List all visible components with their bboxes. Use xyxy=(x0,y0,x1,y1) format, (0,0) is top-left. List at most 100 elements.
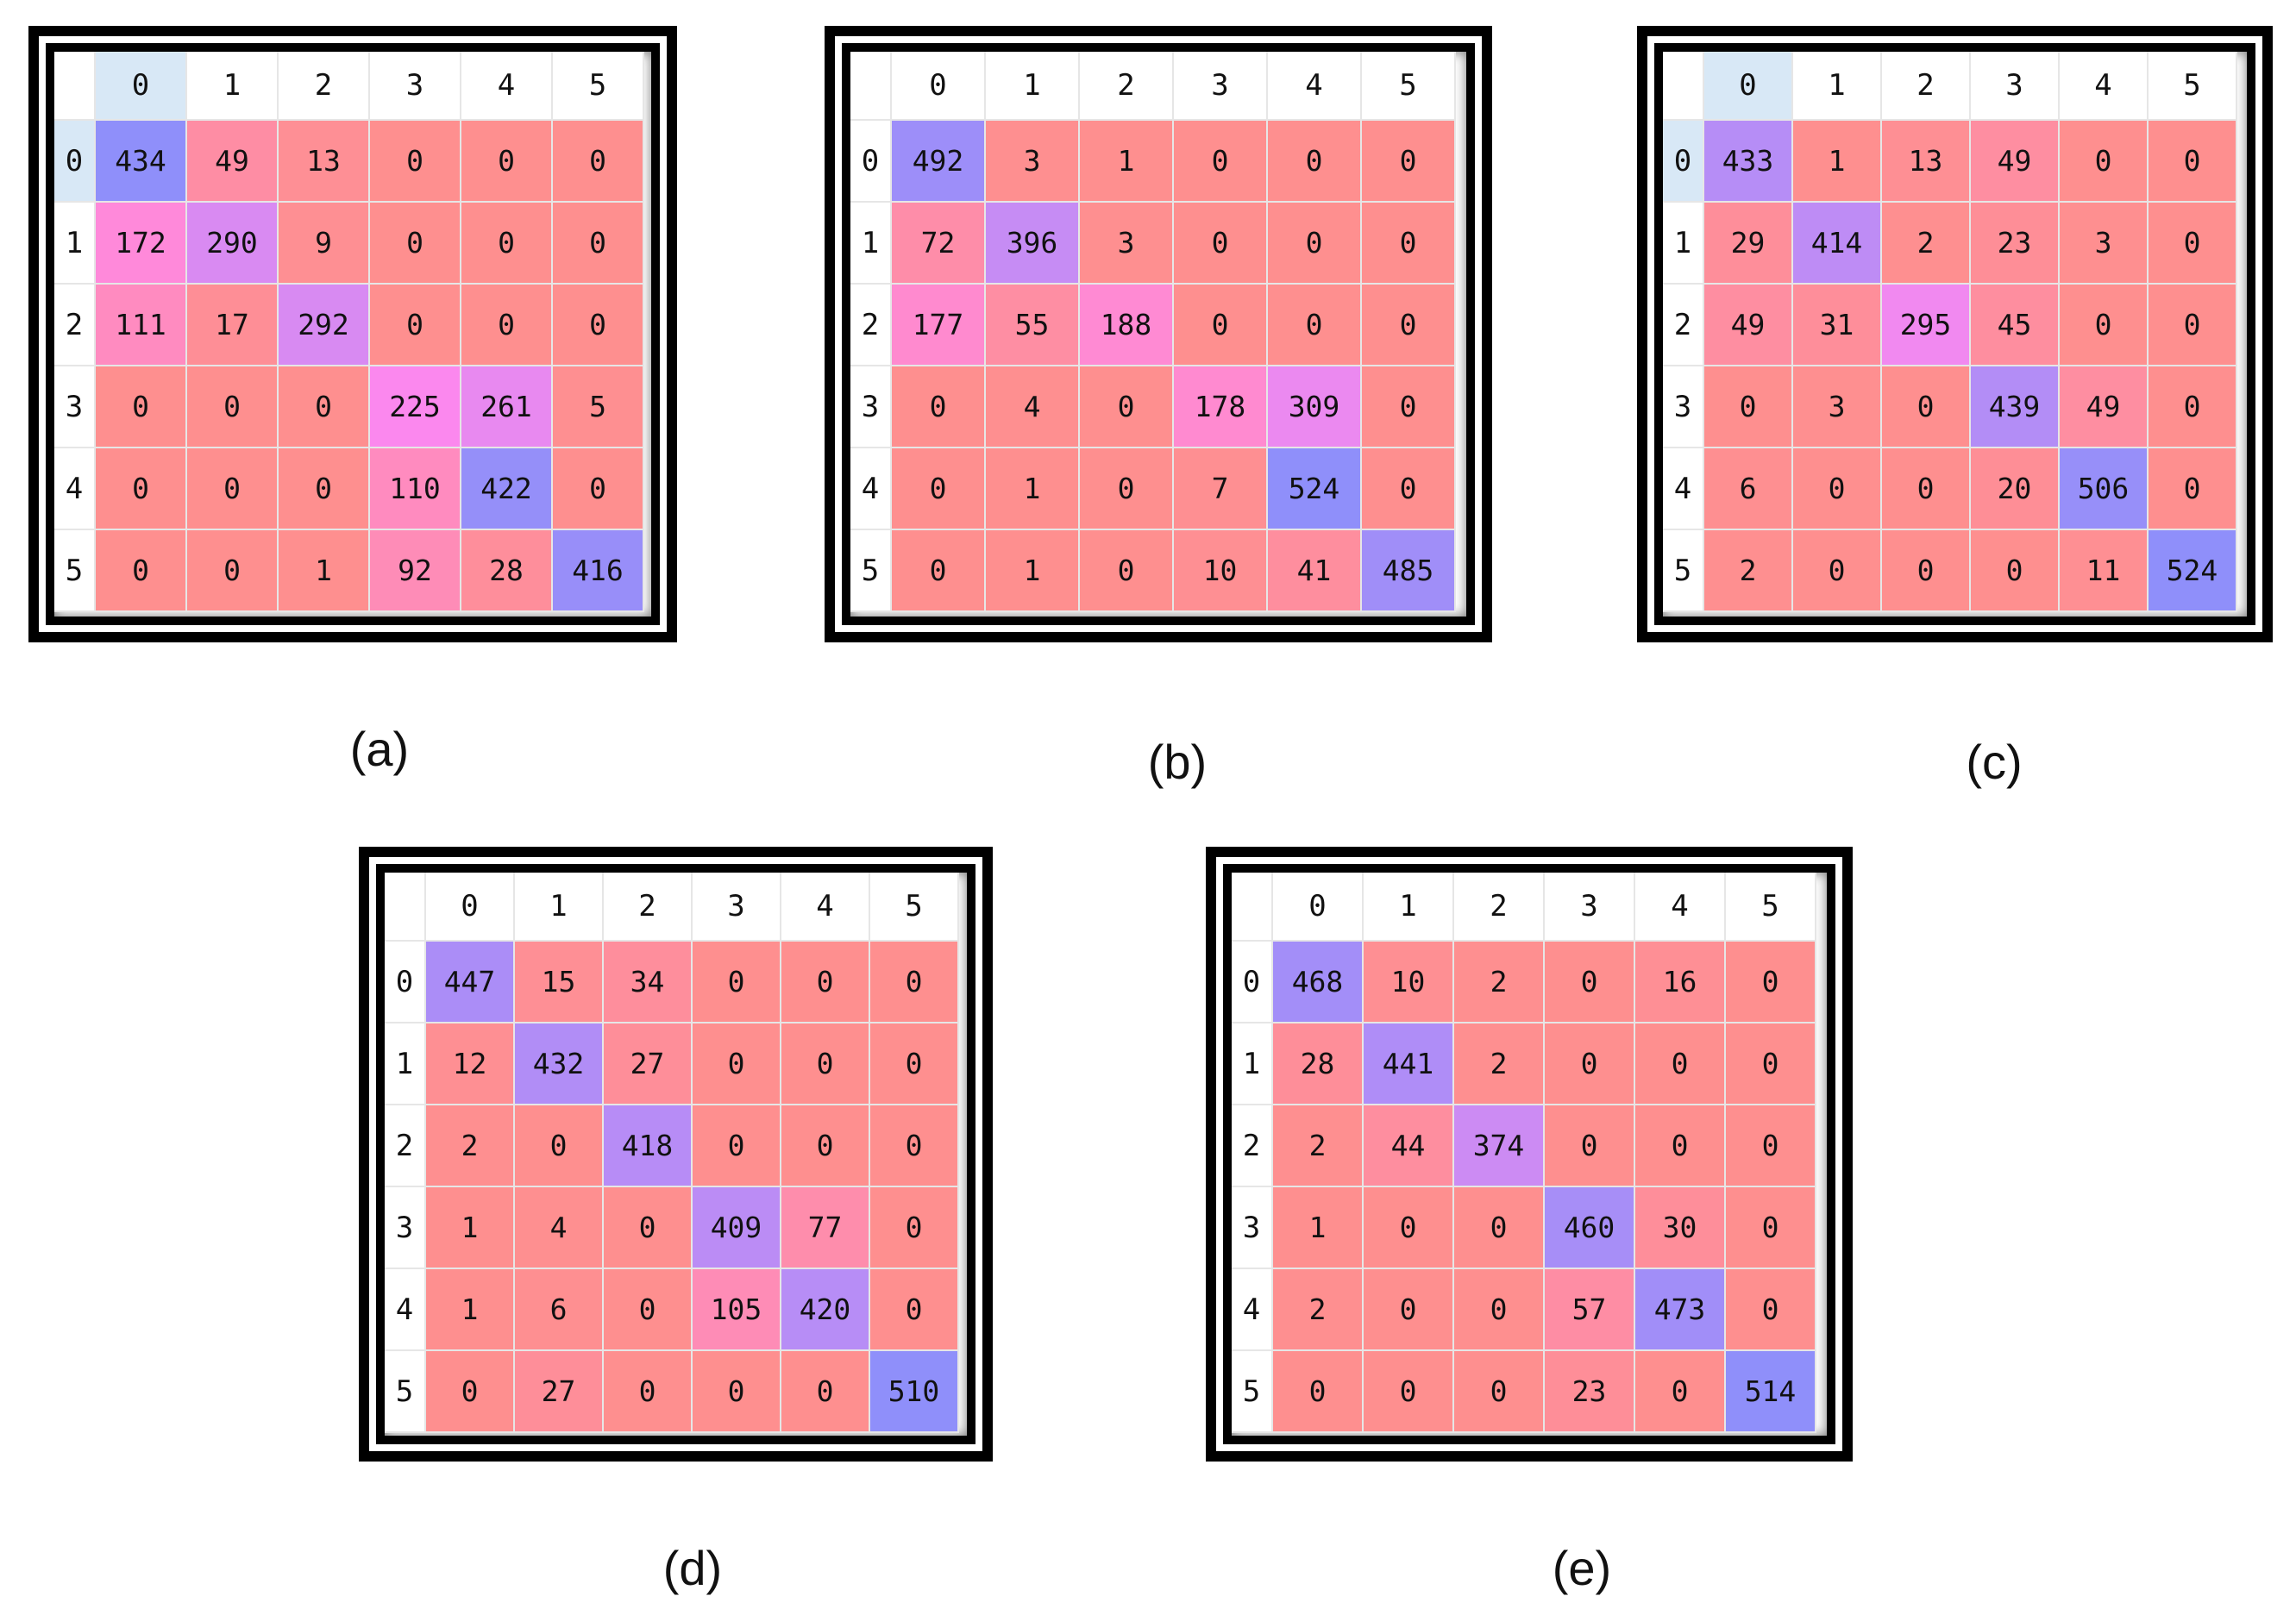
matrix-cell[interactable]: 0 xyxy=(1173,284,1268,366)
row-header-5[interactable]: 5 xyxy=(54,529,96,612)
matrix-cell[interactable]: 0 xyxy=(2148,366,2237,448)
matrix-cell[interactable]: 30 xyxy=(1634,1186,1726,1269)
column-header-2[interactable]: 2 xyxy=(278,52,370,121)
matrix-cell[interactable]: 0 xyxy=(1792,529,1882,612)
matrix-cell[interactable]: 0 xyxy=(552,284,644,366)
matrix-cell[interactable]: 0 xyxy=(1725,941,1816,1023)
matrix-cell[interactable]: 374 xyxy=(1453,1105,1545,1187)
matrix-cell[interactable]: 524 xyxy=(1267,448,1362,530)
matrix-cell[interactable]: 2 xyxy=(1453,1023,1545,1105)
matrix-cell[interactable]: 10 xyxy=(1363,941,1454,1023)
matrix-cell[interactable]: 468 xyxy=(1272,941,1364,1023)
matrix-cell[interactable]: 41 xyxy=(1267,529,1362,612)
matrix-cell[interactable]: 34 xyxy=(603,941,693,1023)
matrix-cell[interactable]: 29 xyxy=(1703,202,1793,285)
matrix-cell[interactable]: 0 xyxy=(1363,1268,1454,1351)
row-header-4[interactable]: 4 xyxy=(850,448,892,530)
row-header-0[interactable]: 0 xyxy=(1232,941,1273,1023)
matrix-cell[interactable]: 2 xyxy=(1881,202,1971,285)
matrix-cell[interactable]: 105 xyxy=(692,1268,781,1351)
matrix-cell[interactable]: 4 xyxy=(985,366,1080,448)
row-header-1[interactable]: 1 xyxy=(385,1023,426,1105)
matrix-cell[interactable]: 0 xyxy=(1079,448,1174,530)
matrix-cell[interactable]: 0 xyxy=(1453,1350,1545,1433)
matrix-cell[interactable]: 290 xyxy=(186,202,279,285)
matrix-cell[interactable]: 110 xyxy=(369,448,461,530)
matrix-cell[interactable]: 0 xyxy=(2148,284,2237,366)
matrix-cell[interactable]: 0 xyxy=(1267,120,1362,203)
matrix-cell[interactable]: 0 xyxy=(603,1350,693,1433)
matrix-cell[interactable]: 292 xyxy=(278,284,370,366)
row-header-5[interactable]: 5 xyxy=(1663,529,1704,612)
matrix-cell[interactable]: 0 xyxy=(2059,284,2149,366)
matrix-cell[interactable]: 0 xyxy=(692,1350,781,1433)
row-header-3[interactable]: 3 xyxy=(54,366,96,448)
matrix-cell[interactable]: 0 xyxy=(552,448,644,530)
matrix-cell[interactable]: 416 xyxy=(552,529,644,612)
matrix-cell[interactable]: 460 xyxy=(1544,1186,1635,1269)
matrix-cell[interactable]: 0 xyxy=(869,1023,959,1105)
matrix-cell[interactable]: 0 xyxy=(425,1350,515,1433)
column-header-2[interactable]: 2 xyxy=(1453,873,1545,942)
row-header-3[interactable]: 3 xyxy=(1663,366,1704,448)
matrix-cell[interactable]: 0 xyxy=(95,366,187,448)
matrix-cell[interactable]: 0 xyxy=(1725,1268,1816,1351)
matrix-cell[interactable]: 0 xyxy=(781,1105,870,1187)
matrix-cell[interactable]: 506 xyxy=(2059,448,2149,530)
matrix-cell[interactable]: 3 xyxy=(1079,202,1174,285)
matrix-cell[interactable]: 4 xyxy=(514,1186,604,1269)
row-header-4[interactable]: 4 xyxy=(1663,448,1704,530)
matrix-cell[interactable]: 0 xyxy=(869,1268,959,1351)
matrix-cell[interactable]: 188 xyxy=(1079,284,1174,366)
matrix-cell[interactable]: 0 xyxy=(603,1268,693,1351)
matrix-cell[interactable]: 0 xyxy=(514,1105,604,1187)
matrix-cell[interactable]: 0 xyxy=(278,448,370,530)
matrix-cell[interactable]: 7 xyxy=(1173,448,1268,530)
matrix-cell[interactable]: 473 xyxy=(1634,1268,1726,1351)
column-header-0[interactable]: 0 xyxy=(95,52,187,121)
matrix-cell[interactable]: 433 xyxy=(1703,120,1793,203)
matrix-cell[interactable]: 3 xyxy=(2059,202,2149,285)
matrix-cell[interactable]: 0 xyxy=(95,448,187,530)
matrix-cell[interactable]: 0 xyxy=(552,120,644,203)
matrix-cell[interactable]: 447 xyxy=(425,941,515,1023)
matrix-cell[interactable]: 0 xyxy=(278,366,370,448)
matrix-cell[interactable]: 28 xyxy=(1272,1023,1364,1105)
matrix-cell[interactable]: 1 xyxy=(425,1268,515,1351)
column-header-2[interactable]: 2 xyxy=(1881,52,1971,121)
matrix-cell[interactable]: 28 xyxy=(461,529,553,612)
matrix-cell[interactable]: 111 xyxy=(95,284,187,366)
matrix-cell[interactable]: 1 xyxy=(1079,120,1174,203)
matrix-cell[interactable]: 0 xyxy=(1453,1268,1545,1351)
column-header-4[interactable]: 4 xyxy=(781,873,870,942)
matrix-cell[interactable]: 0 xyxy=(369,284,461,366)
matrix-cell[interactable]: 172 xyxy=(95,202,187,285)
matrix-cell[interactable]: 11 xyxy=(2059,529,2149,612)
matrix-cell[interactable]: 0 xyxy=(1361,202,1456,285)
matrix-cell[interactable]: 6 xyxy=(514,1268,604,1351)
matrix-cell[interactable]: 0 xyxy=(1361,284,1456,366)
matrix-cell[interactable]: 0 xyxy=(1725,1105,1816,1187)
matrix-cell[interactable]: 44 xyxy=(1363,1105,1454,1187)
matrix-cell[interactable]: 0 xyxy=(891,366,986,448)
row-header-3[interactable]: 3 xyxy=(1232,1186,1273,1269)
matrix-cell[interactable]: 0 xyxy=(1970,529,2060,612)
matrix-cell[interactable]: 0 xyxy=(2148,202,2237,285)
matrix-cell[interactable]: 414 xyxy=(1792,202,1882,285)
matrix-cell[interactable]: 0 xyxy=(781,1023,870,1105)
matrix-cell[interactable]: 9 xyxy=(278,202,370,285)
matrix-cell[interactable]: 0 xyxy=(869,1105,959,1187)
matrix-cell[interactable]: 12 xyxy=(425,1023,515,1105)
matrix-cell[interactable]: 177 xyxy=(891,284,986,366)
matrix-cell[interactable]: 309 xyxy=(1267,366,1362,448)
matrix-cell[interactable]: 20 xyxy=(1970,448,2060,530)
matrix-cell[interactable]: 0 xyxy=(186,366,279,448)
matrix-cell[interactable]: 0 xyxy=(369,120,461,203)
row-header-2[interactable]: 2 xyxy=(850,284,892,366)
column-header-4[interactable]: 4 xyxy=(1267,52,1362,121)
matrix-cell[interactable]: 510 xyxy=(869,1350,959,1433)
column-header-2[interactable]: 2 xyxy=(603,873,693,942)
matrix-cell[interactable]: 49 xyxy=(1970,120,2060,203)
row-header-0[interactable]: 0 xyxy=(385,941,426,1023)
matrix-cell[interactable]: 17 xyxy=(186,284,279,366)
